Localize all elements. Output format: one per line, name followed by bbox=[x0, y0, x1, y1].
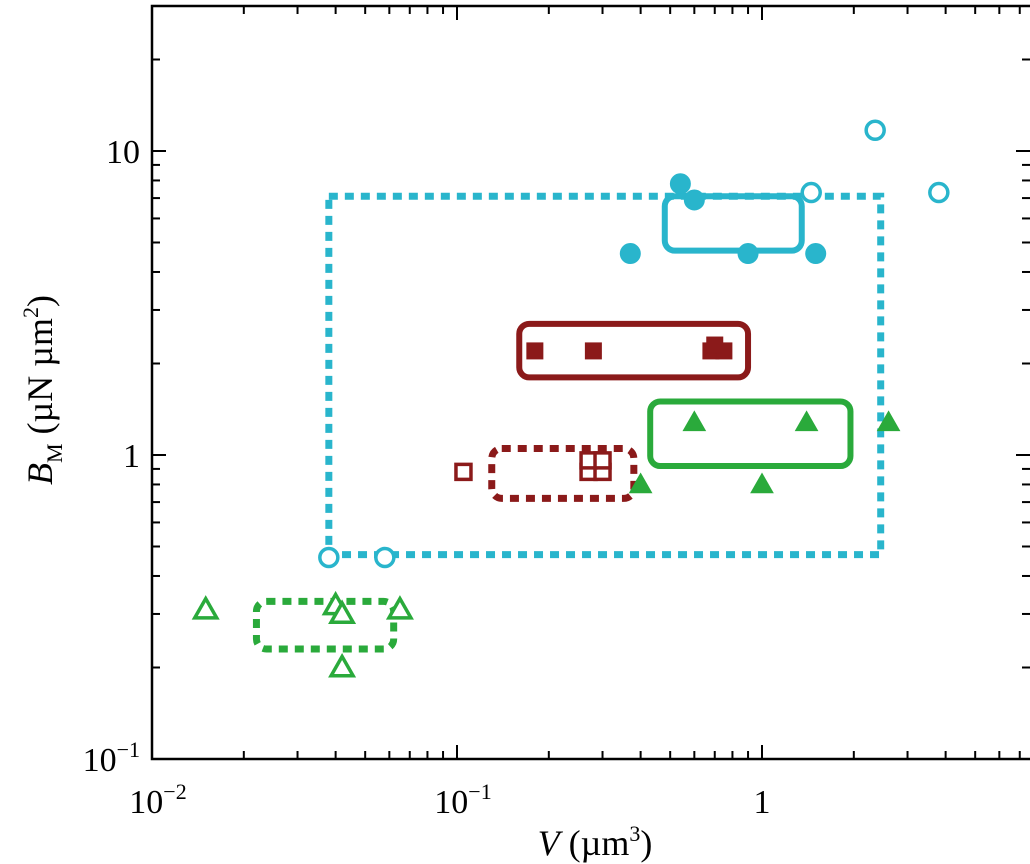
data-point-square-open-5 bbox=[593, 451, 612, 470]
data-point-square-filled-2 bbox=[584, 342, 602, 360]
y-tick-label: 1 bbox=[123, 438, 140, 475]
data-point-circle-open-5 bbox=[928, 181, 950, 204]
x-tick-label: 10−2 bbox=[129, 779, 186, 821]
data-point-triangle-open-1 bbox=[191, 595, 220, 620]
region-box-4 bbox=[488, 445, 638, 502]
data-point-triangle-open-5 bbox=[328, 652, 357, 678]
data-point-square-open-1 bbox=[454, 462, 473, 482]
data-point-circle-open-1 bbox=[318, 546, 340, 569]
plot-frame bbox=[150, 4, 1030, 761]
y-tick-label: 10 bbox=[106, 134, 140, 171]
data-point-triangle-filled-4 bbox=[794, 410, 819, 432]
region-layer bbox=[252, 192, 885, 653]
data-point-circle-open-3 bbox=[800, 181, 822, 204]
data-point-circle-filled-3 bbox=[619, 243, 641, 265]
data-point-triangle-filled-5 bbox=[876, 410, 901, 432]
data-point-circle-open-4 bbox=[864, 119, 886, 142]
data-point-triangle-open-3 bbox=[328, 599, 357, 624]
data-point-triangle-filled-1 bbox=[628, 472, 653, 494]
data-point-triangle-filled-3 bbox=[750, 472, 774, 494]
x-tick-label: 10−1 bbox=[434, 779, 491, 821]
region-box-2 bbox=[661, 193, 805, 254]
data-point-circle-open-2 bbox=[374, 546, 396, 569]
y-tick-label: 10−1 bbox=[83, 737, 140, 779]
tick-layer bbox=[151, 4, 1030, 760]
region-box-3 bbox=[516, 320, 752, 381]
y-axis-label: BM (µN µm2) bbox=[18, 295, 67, 485]
x-tick-label: 1 bbox=[754, 784, 771, 821]
region-box-5 bbox=[647, 398, 854, 470]
data-point-circle-filled-1 bbox=[669, 173, 691, 195]
data-point-triangle-open-4 bbox=[385, 595, 414, 620]
marker-layer bbox=[191, 119, 950, 678]
data-point-circle-filled-4 bbox=[737, 243, 759, 265]
data-point-triangle-filled-2 bbox=[682, 410, 707, 432]
data-point-circle-filled-5 bbox=[805, 243, 827, 265]
data-point-square-filled-5 bbox=[706, 336, 724, 354]
region-box-1 bbox=[325, 192, 885, 559]
x-axis-label: V (µm3) bbox=[538, 821, 653, 863]
data-point-circle-filled-2 bbox=[683, 189, 705, 211]
data-point-square-filled-1 bbox=[526, 342, 544, 360]
region-box-6 bbox=[252, 597, 398, 653]
